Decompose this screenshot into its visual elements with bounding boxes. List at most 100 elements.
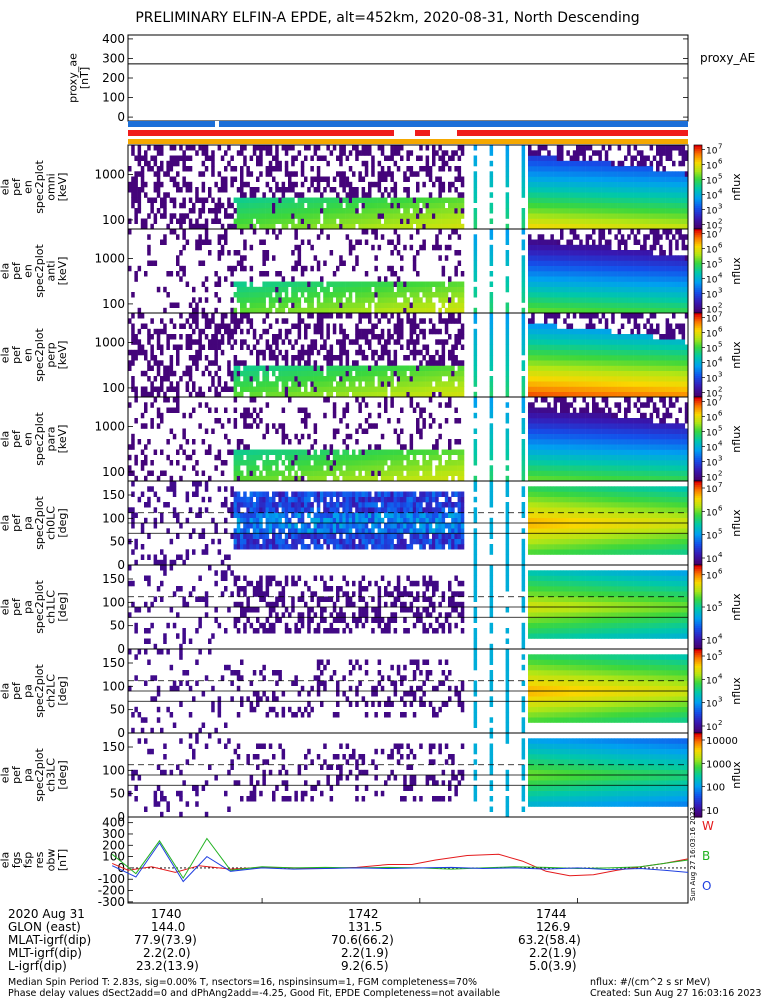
heatmap-cell bbox=[592, 250, 596, 256]
heatmap-cell bbox=[262, 365, 266, 371]
heatmap-cell bbox=[675, 339, 679, 345]
heatmap-cell bbox=[214, 339, 218, 345]
heatmap-cell bbox=[288, 181, 292, 188]
heatmap-cell bbox=[144, 391, 148, 398]
heatmap-cell bbox=[304, 145, 308, 151]
heatmap-cell bbox=[259, 365, 263, 371]
heatmap-cell bbox=[473, 234, 478, 240]
heatmap-cell bbox=[643, 255, 647, 261]
heatmap-cell bbox=[454, 213, 458, 219]
heatmap-cell bbox=[652, 328, 657, 335]
heatmap-cell bbox=[457, 202, 462, 209]
heatmap-cell bbox=[172, 213, 177, 219]
heatmap-cell bbox=[348, 218, 353, 224]
heatmap-cell bbox=[358, 381, 362, 387]
heatmap-cell bbox=[598, 197, 602, 203]
heatmap-cell bbox=[332, 223, 337, 230]
heatmap-cell bbox=[390, 218, 394, 224]
heatmap-cell bbox=[387, 376, 391, 382]
heatmap-cell bbox=[172, 197, 177, 203]
heatmap-cell bbox=[678, 360, 682, 366]
heatmap-cell bbox=[576, 192, 580, 198]
heatmap-cell bbox=[236, 260, 241, 266]
heatmap-cell bbox=[601, 197, 606, 203]
heatmap-cell bbox=[457, 218, 462, 224]
heatmap-cell bbox=[438, 176, 442, 182]
heatmap-cell bbox=[262, 307, 266, 314]
heatmap-cell bbox=[662, 355, 666, 361]
heatmap-cell bbox=[336, 307, 340, 314]
spectrogram-panel-1-colorbar-segment bbox=[694, 166, 702, 169]
heatmap-cell bbox=[633, 145, 638, 151]
heatmap-cell bbox=[537, 349, 542, 356]
heatmap-cell bbox=[582, 292, 586, 298]
heatmap-cell bbox=[339, 365, 343, 371]
heatmap-cell bbox=[313, 281, 318, 287]
heatmap-cell bbox=[550, 302, 554, 308]
heatmap-cell bbox=[160, 239, 164, 245]
heatmap-cell bbox=[592, 171, 596, 177]
heatmap-cell bbox=[336, 292, 340, 298]
heatmap-cell bbox=[521, 260, 526, 266]
heatmap-cell bbox=[409, 171, 414, 177]
heatmap-cell bbox=[649, 208, 654, 214]
heatmap-cell bbox=[646, 360, 650, 366]
heatmap-cell bbox=[198, 171, 202, 177]
heatmap-cell bbox=[160, 344, 164, 350]
heatmap-cell bbox=[131, 349, 135, 356]
heatmap-cell bbox=[361, 313, 366, 319]
heatmap-cell bbox=[268, 218, 273, 224]
heatmap-cell bbox=[342, 328, 346, 335]
heatmap-cell bbox=[620, 271, 625, 277]
heatmap-cell bbox=[368, 313, 372, 319]
heatmap-cell bbox=[636, 250, 641, 256]
heatmap-cell bbox=[595, 160, 599, 167]
heatmap-cell bbox=[249, 386, 254, 392]
heatmap-cell bbox=[534, 276, 538, 282]
heatmap-cell bbox=[608, 202, 612, 209]
heatmap-cell bbox=[444, 213, 449, 219]
heatmap-cell bbox=[198, 349, 202, 356]
heatmap-cell bbox=[550, 349, 554, 356]
heatmap-cell bbox=[316, 297, 321, 303]
heatmap-cell bbox=[678, 323, 682, 329]
heatmap-cell bbox=[435, 239, 439, 245]
heatmap-cell bbox=[339, 160, 343, 167]
heatmap-cell bbox=[249, 286, 254, 293]
heatmap-cell bbox=[198, 328, 202, 335]
heatmap-cell bbox=[131, 328, 135, 335]
heatmap-cell bbox=[230, 344, 234, 350]
heatmap-cell bbox=[224, 176, 228, 182]
heatmap-cell bbox=[348, 307, 353, 314]
heatmap-cell bbox=[531, 223, 535, 230]
heatmap-cell bbox=[390, 281, 394, 287]
heatmap-cell bbox=[448, 334, 452, 340]
heatmap-cell bbox=[140, 187, 145, 193]
heatmap-cell bbox=[348, 166, 353, 172]
heatmap-cell bbox=[608, 239, 612, 245]
heatmap-cell bbox=[281, 181, 286, 188]
heatmap-cell bbox=[348, 250, 353, 256]
heatmap-cell bbox=[652, 176, 657, 182]
spectrogram-panel-3-ylabel-line: [keV] bbox=[56, 341, 69, 370]
heatmap-cell bbox=[380, 192, 385, 198]
heatmap-cell bbox=[217, 197, 222, 203]
heatmap-cell bbox=[377, 370, 382, 377]
heatmap-cell bbox=[256, 145, 260, 151]
heatmap-cell bbox=[300, 192, 305, 198]
heatmap-cell bbox=[361, 145, 366, 151]
heatmap-cell bbox=[233, 197, 238, 203]
heatmap-cell bbox=[608, 334, 612, 340]
heatmap-cell bbox=[585, 255, 590, 261]
heatmap-cell bbox=[198, 197, 202, 203]
heatmap-cell bbox=[592, 297, 596, 303]
heatmap-cell bbox=[297, 349, 302, 356]
heatmap-cell bbox=[451, 349, 455, 356]
heatmap-cell bbox=[560, 355, 564, 361]
spectrogram-panel-3-colorbar-segment bbox=[694, 336, 702, 339]
heatmap-cell bbox=[233, 328, 238, 335]
heatmap-cell bbox=[598, 365, 602, 371]
heatmap-cell bbox=[627, 339, 631, 345]
heatmap-cell bbox=[185, 334, 190, 340]
heatmap-cell bbox=[608, 176, 612, 182]
